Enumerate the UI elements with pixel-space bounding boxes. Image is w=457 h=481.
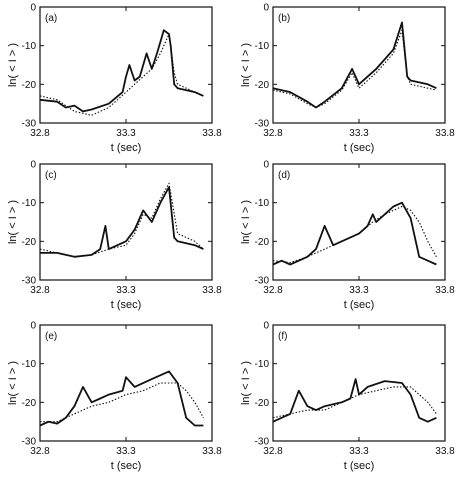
- x-tick-label: 32.8: [30, 285, 50, 296]
- x-tick-label: 33.8: [202, 285, 222, 296]
- x-tick-label: 33.8: [202, 128, 222, 139]
- series-line-dotted: [272, 386, 437, 419]
- x-axis-label: t (sec): [344, 460, 375, 472]
- panel-frame: [272, 324, 446, 442]
- series-line-solid: [39, 29, 204, 113]
- y-tick-label: 0: [263, 160, 269, 171]
- y-tick-label: 0: [263, 3, 269, 14]
- x-axis-label: t (sec): [344, 299, 375, 311]
- y-tick-label: -10: [22, 359, 37, 370]
- x-tick-label: 33.3: [116, 446, 136, 457]
- x-tick-label: 33.3: [116, 285, 136, 296]
- y-tick-label: 0: [30, 321, 36, 332]
- panel-label: (a): [45, 13, 57, 24]
- y-tick-label: 0: [30, 3, 36, 14]
- x-tick-label: 33.8: [202, 446, 222, 457]
- x-tick-label: 32.8: [30, 446, 50, 457]
- series-line-solid: [39, 370, 204, 427]
- y-axis-label: ln( < I > ): [240, 43, 252, 87]
- x-tick-label: 33.8: [435, 285, 455, 296]
- y-axis-label: ln( < I > ): [7, 43, 19, 87]
- x-tick-label: 33.3: [349, 128, 369, 139]
- x-axis-label: t (sec): [111, 460, 142, 472]
- y-tick-label: -20: [22, 398, 37, 409]
- y-tick-label: -20: [255, 398, 270, 409]
- panel-frame: [39, 324, 213, 442]
- y-axis-label: ln( < I > ): [7, 200, 19, 244]
- x-tick-label: 32.8: [263, 128, 283, 139]
- y-tick-label: -10: [255, 359, 270, 370]
- y-tick-label: -10: [255, 41, 270, 52]
- panel-frame: [39, 163, 213, 281]
- series-line-solid: [272, 378, 437, 423]
- y-tick-label: -30: [22, 119, 37, 130]
- y-tick-label: -10: [22, 198, 37, 209]
- x-tick-label: 33.3: [349, 285, 369, 296]
- x-tick-label: 32.8: [30, 128, 50, 139]
- y-tick-label: -20: [22, 80, 37, 91]
- series-line-dotted: [40, 382, 204, 423]
- panel-label: (e): [45, 331, 57, 342]
- y-axis-label: ln( < I > ): [240, 200, 252, 244]
- series-line-solid: [272, 201, 437, 266]
- panel-label: (c): [45, 170, 57, 181]
- series-line-dotted: [39, 33, 204, 116]
- y-tick-label: -10: [255, 198, 270, 209]
- panel-label: (b): [278, 13, 290, 24]
- y-tick-label: 0: [263, 321, 269, 332]
- panel-frame: [272, 163, 446, 281]
- y-tick-label: -30: [255, 119, 270, 130]
- y-tick-label: -30: [22, 437, 37, 448]
- x-tick-label: 33.3: [116, 128, 136, 139]
- y-axis-label: ln( < I > ): [7, 361, 19, 405]
- y-tick-label: -30: [255, 437, 270, 448]
- y-tick-label: -30: [255, 276, 270, 287]
- panel-frame: [272, 6, 446, 124]
- y-tick-label: -30: [22, 276, 37, 287]
- x-tick-label: 33.8: [435, 128, 455, 139]
- y-tick-label: -20: [22, 237, 37, 248]
- x-tick-label: 32.8: [263, 285, 283, 296]
- panel-label: (d): [278, 170, 290, 181]
- x-axis-label: t (sec): [344, 142, 375, 154]
- panel-label: (f): [278, 331, 287, 342]
- series-line-dotted: [39, 182, 204, 258]
- panel-frame: [39, 6, 213, 124]
- x-tick-label: 32.8: [263, 446, 283, 457]
- series-line-solid: [272, 21, 437, 109]
- y-tick-label: -20: [255, 237, 270, 248]
- y-tick-label: -10: [22, 41, 37, 52]
- x-tick-label: 33.8: [435, 446, 455, 457]
- y-axis-label: ln( < I > ): [240, 361, 252, 405]
- y-tick-label: -20: [255, 80, 270, 91]
- x-tick-label: 33.3: [349, 446, 369, 457]
- x-axis-label: t (sec): [111, 299, 142, 311]
- series-line-dotted: [272, 205, 437, 264]
- y-tick-label: 0: [30, 160, 36, 171]
- x-axis-label: t (sec): [111, 142, 142, 154]
